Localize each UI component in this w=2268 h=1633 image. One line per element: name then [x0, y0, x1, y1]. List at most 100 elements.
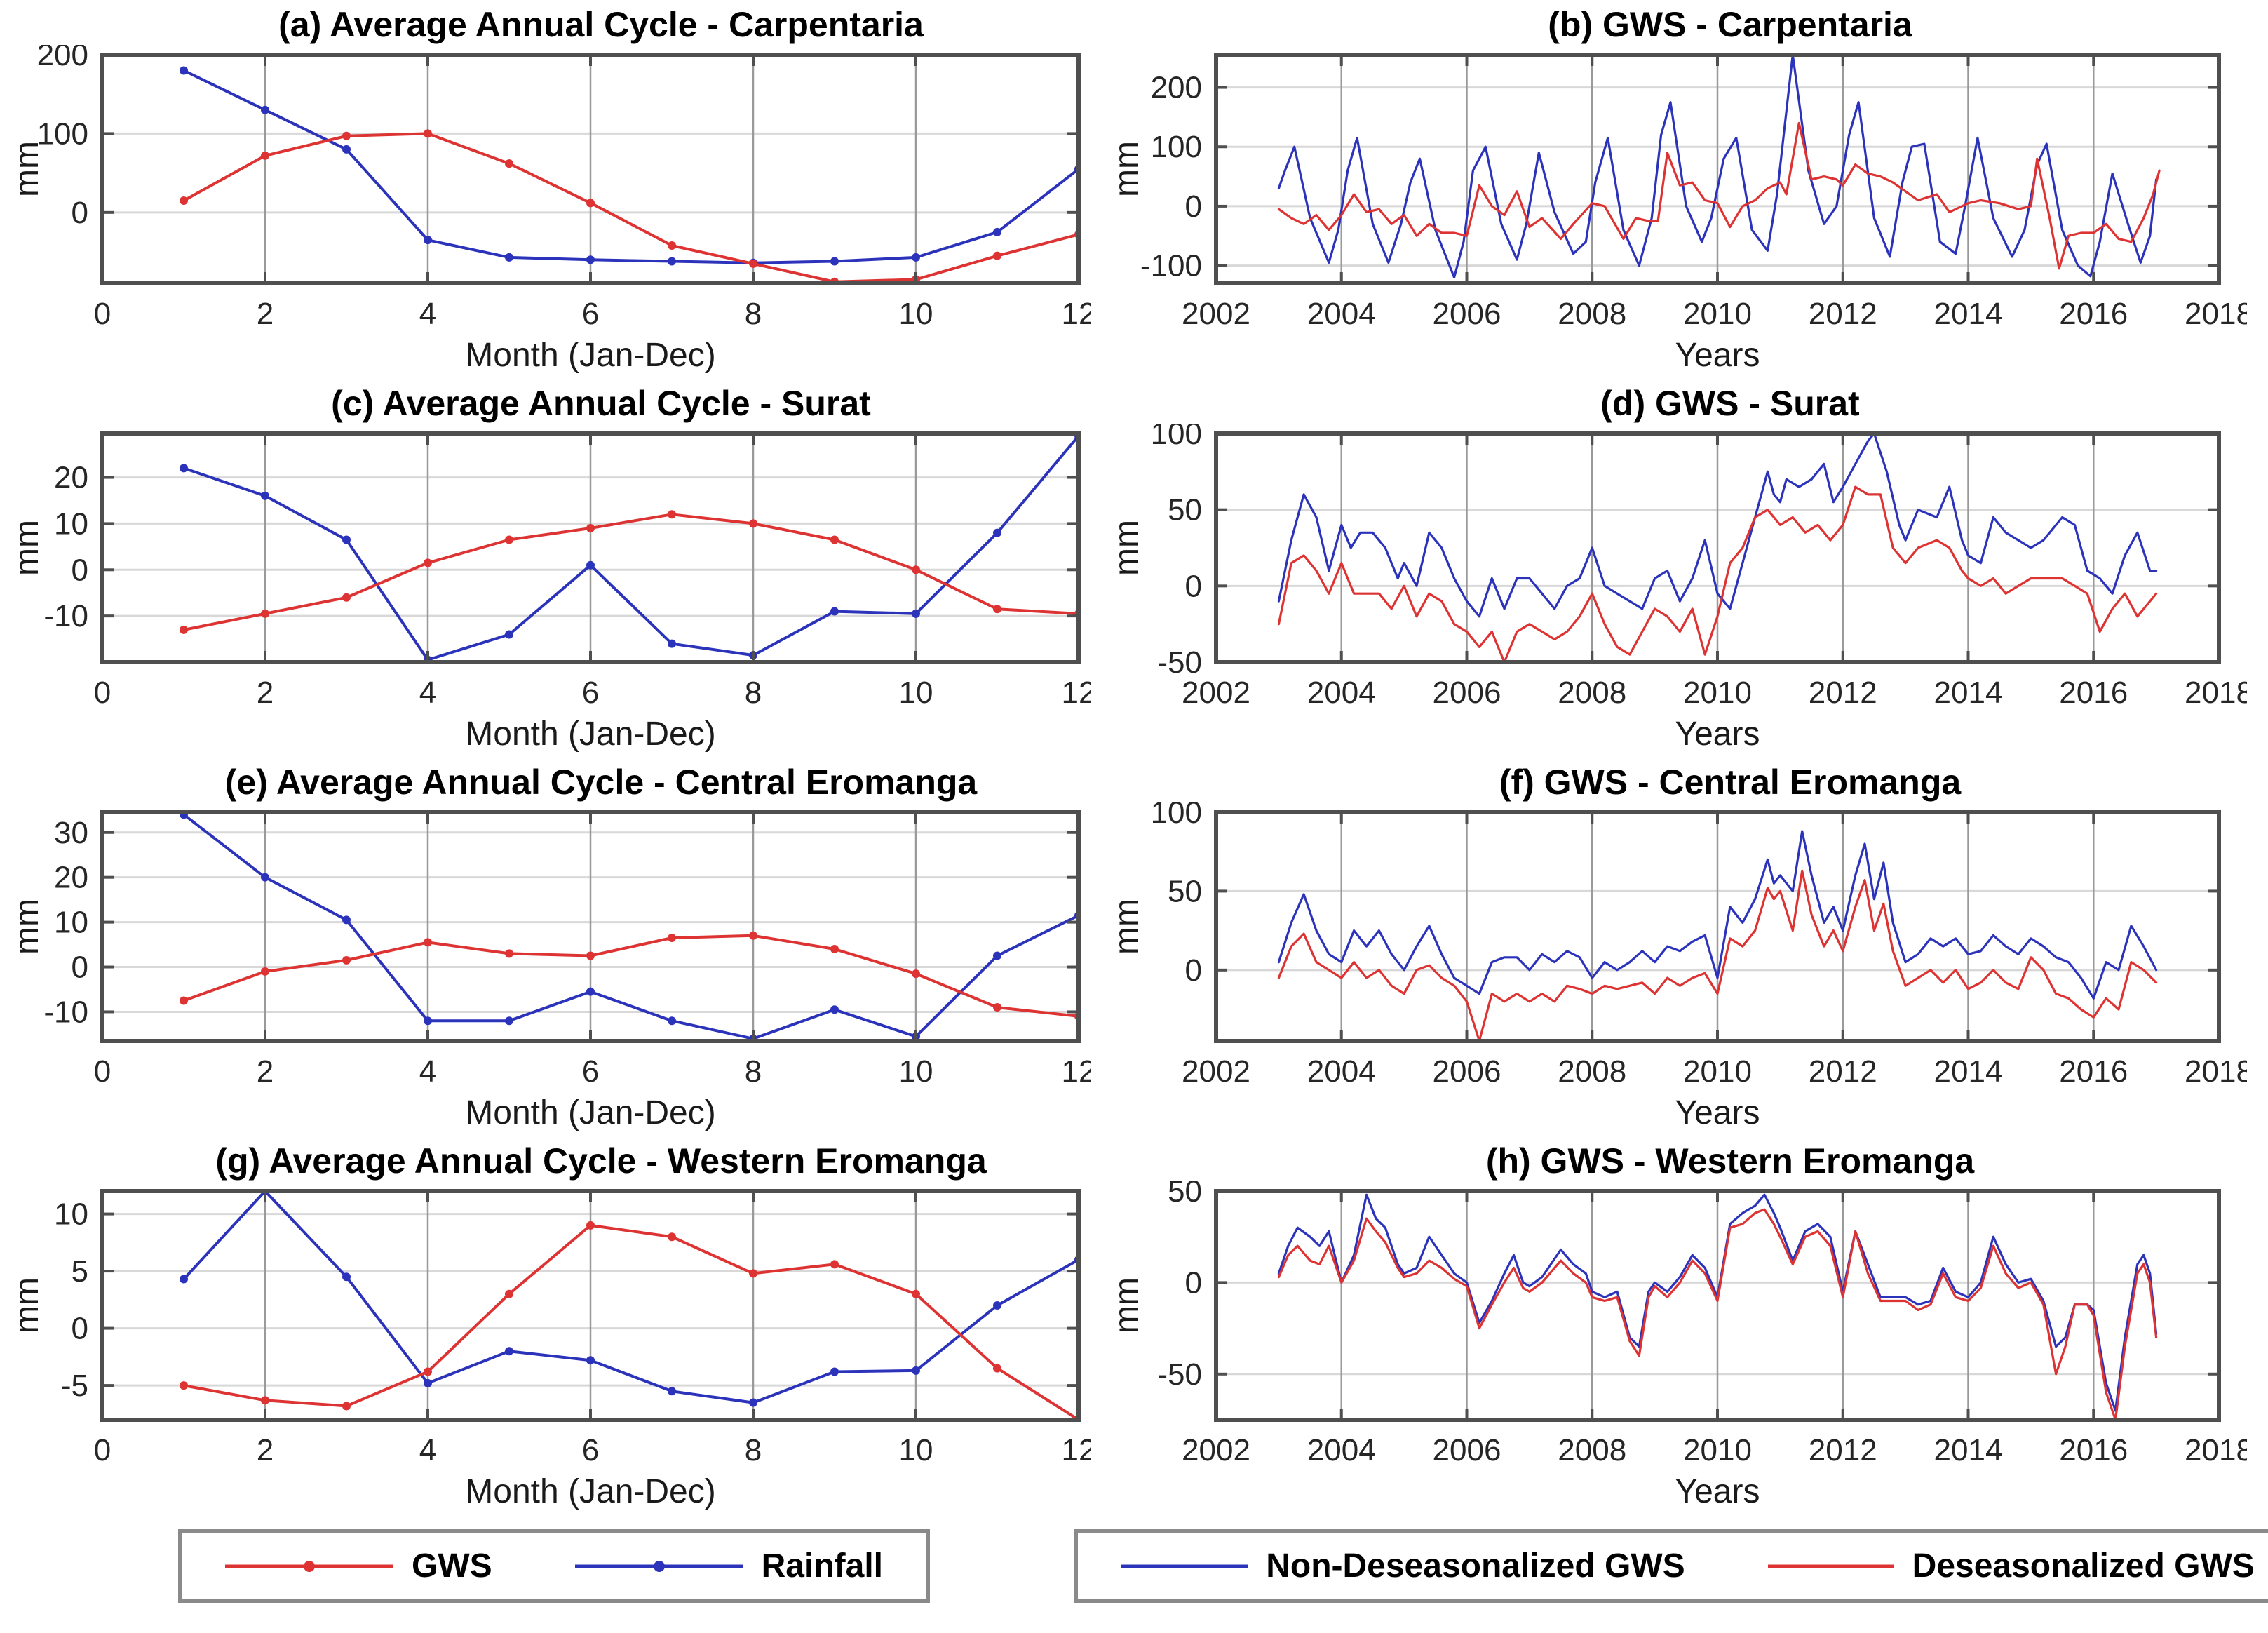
series-marker-gws — [912, 1289, 920, 1298]
x-tick-label: 2016 — [2059, 676, 2128, 710]
x-tick-label: 2010 — [1683, 297, 1752, 331]
y-axis-label: mm — [11, 1277, 46, 1333]
x-tick-label: 12 — [1062, 1054, 1091, 1089]
y-tick-label: 200 — [37, 45, 88, 72]
series-marker-rainfall — [993, 1301, 1001, 1310]
series-marker-rainfall — [668, 1016, 676, 1026]
series-line-non-deseasonalized-gws — [1277, 434, 2158, 618]
legend-swatch-rainfall — [574, 1560, 743, 1572]
series-marker-rainfall — [912, 609, 920, 618]
series-group — [1277, 434, 2158, 662]
x-tick-label: 2014 — [1934, 676, 2003, 710]
series-marker-gws — [586, 951, 595, 960]
y-tick-label: 0 — [1185, 569, 1202, 603]
series-marker-gws — [993, 1364, 1001, 1373]
y-tick-label: 10 — [54, 506, 88, 541]
series-marker-rainfall — [424, 1378, 432, 1387]
series-marker-gws — [749, 1269, 757, 1278]
y-tick-label: 50 — [1168, 1181, 1202, 1209]
x-tick-label: 2010 — [1683, 1433, 1752, 1467]
x-tick-label: 2008 — [1558, 1054, 1626, 1089]
panel-g: (g) Average Annual Cycle - Western Eroma… — [0, 1141, 1108, 1519]
panel-b-plot: 2002 2004 2006 2008 2010 2012 2014 2016 2018 -100… — [1111, 53, 2247, 374]
x-axis-label: Years — [1675, 1094, 1760, 1131]
x-axis-label: Month (Jan-Dec) — [465, 1473, 715, 1510]
y-tick-label: 50 — [1168, 493, 1202, 527]
series-marker-rainfall — [180, 66, 188, 75]
x-tick-label: 8 — [745, 297, 762, 331]
y-tick-label: 100 — [1151, 130, 1202, 164]
y-axis-label: mm — [1111, 899, 1145, 955]
y-axis-label: mm — [11, 141, 46, 197]
series-line-rainfall — [182, 813, 1079, 1040]
x-tick-label: 2010 — [1683, 676, 1752, 710]
x-tick-label: 2014 — [1934, 297, 2003, 331]
y-tick-label: 20 — [54, 461, 88, 495]
series-marker-gws — [261, 151, 269, 160]
x-tick-label: 4 — [419, 1433, 436, 1467]
series-marker-gws — [261, 609, 269, 618]
x-tick-label: 6 — [582, 1054, 599, 1089]
series-marker-rainfall — [342, 1272, 351, 1282]
panel-f-plot: 2002 2004 2006 2008 2010 2012 2014 2016 2018 0 50 1… — [1111, 802, 2247, 1131]
legend-swatch-gws — [224, 1560, 393, 1572]
series-line-gws — [182, 934, 1079, 1018]
x-tick-label: 6 — [582, 676, 599, 710]
series-marker-gws — [505, 159, 513, 168]
series-line-gws — [182, 1223, 1079, 1420]
x-tick-label: 2 — [257, 1054, 274, 1089]
legend-row: GWS Rainfall Non-Deseasonalized GWS Deseas… — [0, 1529, 2268, 1603]
x-tick-label: 2006 — [1433, 676, 1501, 710]
x-axis-label: Month (Jan-Dec) — [465, 337, 715, 374]
series-marker-rainfall — [180, 464, 188, 473]
series-marker-gws — [993, 251, 1001, 260]
x-tick-label: 10 — [899, 1054, 933, 1089]
series-marker-gws — [749, 519, 757, 528]
x-tick-label: 2002 — [1182, 676, 1250, 710]
series-marker-gws — [993, 605, 1001, 614]
legend-line-icon — [1767, 1564, 1894, 1568]
chart-b: 2002 2004 2006 2008 2010 2012 2014 2016 2018 -100… — [1111, 53, 2247, 374]
series-marker-rainfall — [261, 105, 269, 114]
series-line-rainfall — [182, 434, 1079, 661]
series-marker-rainfall — [668, 639, 676, 648]
y-tick-label: 0 — [72, 1312, 88, 1346]
panel-d-title: (d) GWS - Surat — [1600, 384, 1860, 423]
x-tick-label: 2004 — [1307, 1433, 1376, 1467]
series-marker-rainfall — [505, 1016, 513, 1026]
chart-f: 2002 2004 2006 2008 2010 2012 2014 2016 2018 0 50 1… — [1111, 802, 2247, 1131]
series-marker-gws — [424, 129, 432, 138]
series-group — [1277, 830, 2158, 1041]
series-marker-rainfall — [830, 1367, 839, 1376]
series-marker-rainfall — [505, 1347, 513, 1356]
x-tick-label: 4 — [419, 676, 436, 710]
y-tick-label: 30 — [54, 816, 88, 850]
legend-label: Rainfall — [761, 1547, 884, 1585]
y-tick-label: 50 — [1168, 874, 1202, 908]
y-tick-label: 0 — [72, 196, 88, 230]
figure-grid: (a) Average Annual Cycle - Carpentaria 0… — [0, 5, 2247, 1519]
series-marker-rainfall — [342, 145, 351, 154]
x-tick-label: 12 — [1062, 1433, 1091, 1467]
panel-e: (e) Average Annual Cycle - Central Eroma… — [0, 762, 1108, 1141]
x-tick-label: 2012 — [1809, 297, 1877, 331]
series-marker-gws — [586, 1221, 595, 1230]
y-tick-label: 20 — [54, 861, 88, 895]
y-tick-label: 100 — [1151, 802, 1202, 830]
x-tick-label: 4 — [419, 1054, 436, 1089]
x-tick-label: 2008 — [1558, 297, 1626, 331]
x-tick-label: 2006 — [1433, 1433, 1501, 1467]
legend-label: Non-Deseasonalized GWS — [1266, 1547, 1685, 1585]
series-marker-gws — [668, 510, 676, 519]
x-tick-label: 12 — [1062, 297, 1091, 331]
series-marker-gws — [830, 1260, 839, 1269]
legend-cell-right: Non-Deseasonalized GWS Deseasonalized GWS — [1074, 1529, 2268, 1603]
x-tick-label: 2012 — [1809, 1433, 1877, 1467]
chart-c: 0 2 4 6 8 10 12 -10 0 10 20 Month (Jan-Dec) mm — [11, 431, 1091, 753]
series-marker-gws — [261, 1396, 269, 1405]
series-line-deseasonalized-gws — [1277, 485, 2158, 662]
legend-item-non-deseasonalized-gws: Non-Deseasonalized GWS — [1121, 1547, 1685, 1585]
legend-annual-cycle: GWS Rainfall — [177, 1529, 931, 1603]
series-group — [180, 66, 1079, 283]
